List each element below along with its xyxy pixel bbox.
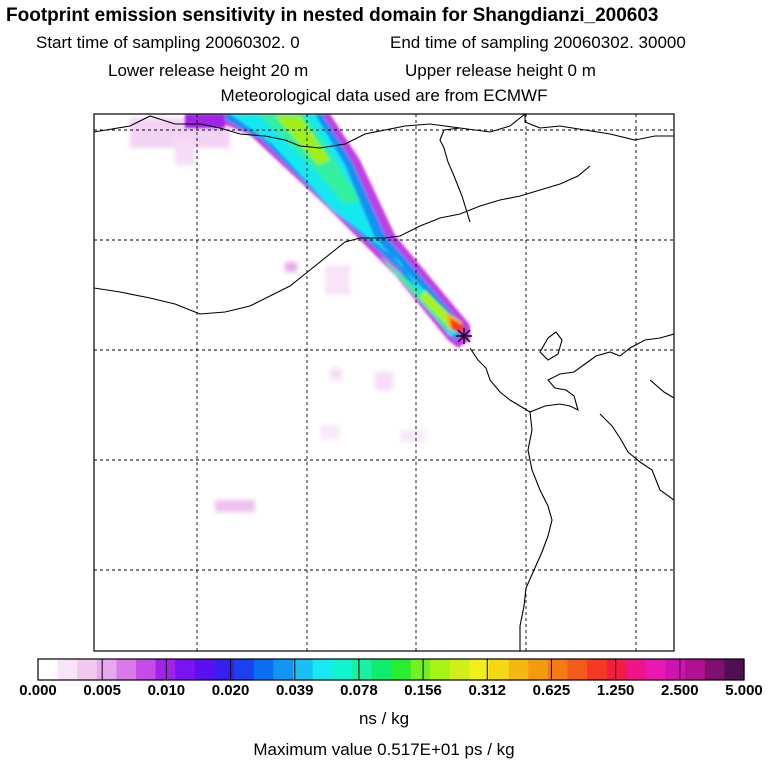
map-frame	[93, 113, 675, 652]
colorbar-swatch	[234, 659, 255, 680]
max-value: Maximum value 0.517E+01 ps / kg	[253, 740, 515, 759]
colorbar-swatch	[489, 659, 510, 680]
colorbar-tick-label: 0.156	[404, 682, 442, 699]
colorbar-swatch	[194, 659, 216, 680]
colorbar-tick-label: 0.000	[19, 682, 57, 699]
colorbar-swatch	[371, 659, 392, 680]
colorbar-swatch	[508, 659, 529, 680]
colorbar-swatch	[547, 659, 569, 680]
colorbar-swatch	[332, 659, 353, 680]
colorbar-swatch	[292, 659, 314, 680]
colorbar-swatch	[626, 659, 647, 680]
colorbar-tick-label: 0.078	[340, 682, 378, 699]
colorbar-swatch	[96, 659, 118, 680]
sampling-end: End time of sampling 20060302. 30000	[390, 33, 686, 52]
release-lower: Lower release height 20 m	[108, 61, 309, 80]
colorbar-frame	[37, 658, 745, 681]
colorbar-swatch	[38, 659, 59, 680]
colorbar-swatch	[724, 659, 745, 680]
colorbar-swatch	[214, 659, 235, 680]
coastlines	[94, 114, 674, 651]
release-upper: Upper release height 0 m	[405, 61, 596, 80]
colorbar-swatch	[469, 659, 490, 680]
sensitivity-patches	[130, 118, 425, 512]
colorbar-tick-label: 5.000	[725, 682, 763, 699]
lat-lon-grid	[94, 114, 674, 651]
colorbar-tick-label: 0.020	[211, 682, 250, 699]
sampling-start: Start time of sampling 20060302. 0	[36, 33, 300, 52]
colorbar-tick-label: 0.005	[83, 682, 121, 699]
colorbar-swatch	[253, 659, 274, 680]
receptor-star-icon	[456, 328, 472, 344]
colorbar-ticks	[37, 659, 745, 680]
plot-title: Footprint emission sensitivity in nested…	[6, 5, 659, 26]
colorbar-swatch	[351, 659, 372, 680]
colorbar-swatch	[665, 659, 686, 680]
colorbar-swatch	[645, 659, 667, 680]
colorbar-swatch	[449, 659, 471, 680]
colorbar-swatch	[704, 659, 725, 680]
colorbar-swatch	[685, 659, 706, 680]
colorbar-swatch	[587, 659, 608, 680]
colorbar-unit: ns / kg	[358, 709, 410, 728]
colorbar-swatch	[410, 659, 431, 680]
colorbar-swatch	[528, 659, 549, 680]
colorbar-swatch	[57, 659, 78, 680]
colorbar-swatch	[391, 659, 412, 680]
colorbar-swatch	[567, 659, 588, 680]
colorbar-swatch	[430, 659, 451, 680]
colorbar-swatch	[136, 659, 157, 680]
colorbar-swatches	[38, 659, 745, 680]
colorbar-tick-label: 0.010	[147, 682, 186, 699]
colorbar-swatch	[175, 659, 196, 680]
colorbar-tick-label: 0.312	[468, 682, 507, 699]
colorbar-swatch	[77, 659, 98, 680]
colorbar-swatch	[312, 659, 333, 680]
met-source: Meteorological data used are from ECMWF	[220, 86, 548, 105]
colorbar-swatch	[116, 659, 137, 680]
map-content	[94, 114, 674, 651]
plume	[185, 114, 470, 348]
colorbar-tick-label: 0.039	[275, 682, 314, 699]
colorbar-swatch	[155, 659, 176, 680]
colorbar-tick-label: 0.625	[532, 682, 571, 699]
colorbar-tick-label: 1.250	[596, 682, 635, 699]
colorbar-swatch	[606, 659, 627, 680]
colorbar-swatch	[273, 659, 294, 680]
colorbar-tick-label: 2.500	[661, 682, 699, 699]
